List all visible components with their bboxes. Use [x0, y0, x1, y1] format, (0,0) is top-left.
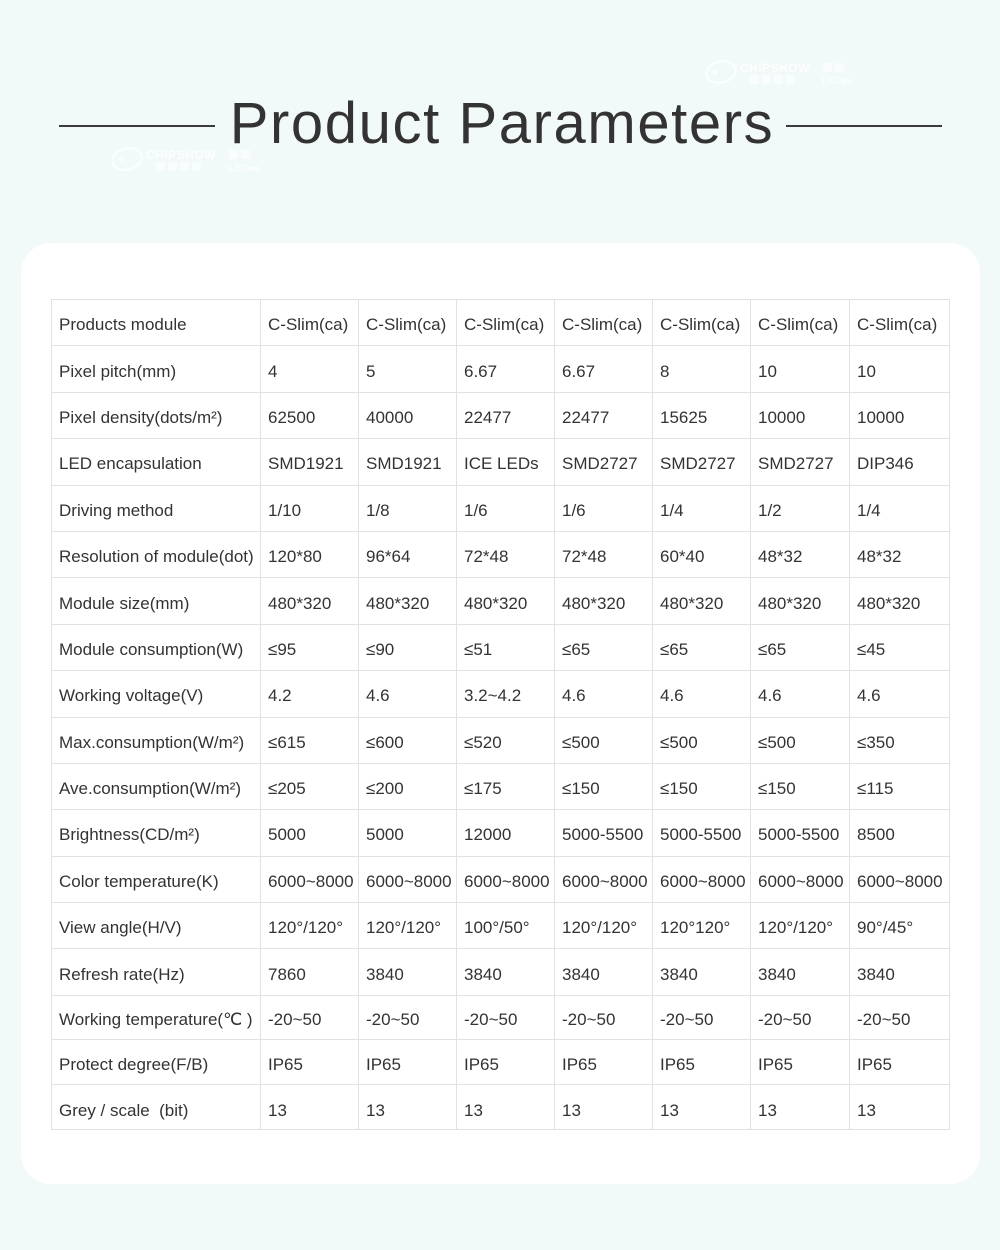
svg-text:LED■■: LED■■ [822, 76, 853, 87]
svg-text:CHIPSHOW: CHIPSHOW [740, 61, 810, 75]
svg-text:LED■■: LED■■ [228, 163, 259, 174]
svg-text:CHIPSHOW: CHIPSHOW [146, 148, 216, 162]
